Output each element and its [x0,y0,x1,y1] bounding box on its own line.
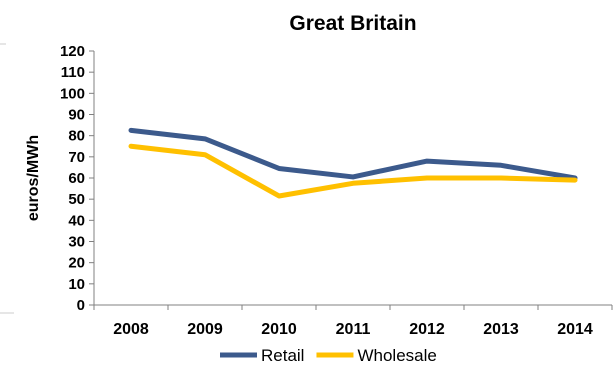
x-tick-labels: 2008 2009 2010 2011 2012 2013 2014 [113,321,593,338]
legend-label-retail: Retail [261,346,304,365]
y-tick-label: 30 [68,234,85,251]
x-tick-label: 2011 [336,321,371,338]
y-tick-label: 0 [77,297,85,314]
x-tick-label: 2010 [261,321,297,338]
series-lines [128,127,578,199]
y-tick-label: 10 [68,276,85,293]
y-tick-label: 20 [68,255,85,272]
y-tick-label: 90 [68,107,85,124]
x-tick-label: 2009 [187,321,223,338]
y-tick-label: 120 [60,43,85,60]
series-line-wholesale [128,143,578,199]
y-tick-label: 110 [61,64,85,81]
y-tick-label: 60 [68,170,85,187]
legend: Retail Wholesale [220,346,437,365]
x-tick-label: 2008 [113,321,149,338]
y-tick-label: 40 [68,212,85,229]
y-tick-labels: 0 10 20 30 40 50 60 70 80 90 100 110 120 [60,43,85,314]
y-tick-label: 80 [68,128,85,145]
y-tick-label: 70 [68,149,85,166]
y-tick-label: 50 [68,191,85,208]
y-tick-label: 100 [60,85,85,102]
y-axis-label: euros/MWh [25,135,42,221]
x-tick-label: 2012 [409,321,445,338]
x-tick-label: 2014 [557,321,593,338]
x-tick-label: 2013 [483,321,519,338]
axes [89,50,613,310]
series-line-retail [128,127,578,181]
legend-label-wholesale: Wholesale [357,346,436,365]
chart-title: Great Britain [289,12,416,35]
left-edge-fragment [0,43,14,314]
